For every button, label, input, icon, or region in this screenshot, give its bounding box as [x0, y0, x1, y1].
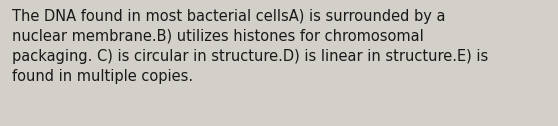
- Text: The DNA found in most bacterial cellsA) is surrounded by a
nuclear membrane.B) u: The DNA found in most bacterial cellsA) …: [12, 9, 488, 84]
